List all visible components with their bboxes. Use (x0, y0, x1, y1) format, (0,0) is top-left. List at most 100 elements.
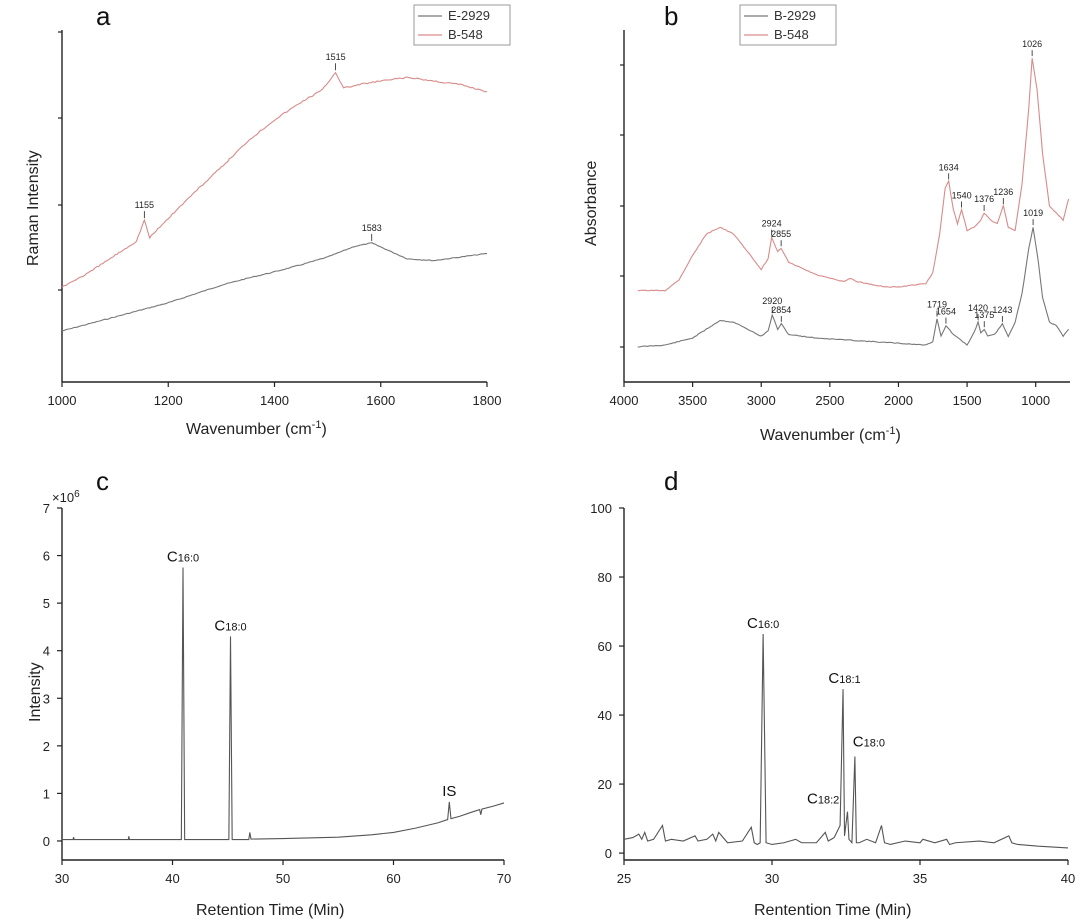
peak-label-sub: 18:2 (818, 795, 839, 807)
x-tick-label: 35 (913, 871, 927, 886)
panel-d-series (623, 633, 1069, 849)
x-tick-label: 1400 (260, 393, 289, 408)
x-tick-label: 1000 (1021, 393, 1050, 408)
annotation-label: 1155 (135, 200, 154, 210)
y-tick-label: 40 (598, 708, 612, 723)
panel-a-x-label-end: ) (321, 421, 326, 438)
series-line-B-548 (61, 71, 488, 288)
annotation-label: 1236 (993, 187, 1013, 197)
y-tick-label: 0 (605, 846, 612, 861)
panel-b-series (637, 58, 1070, 348)
panel-c-x-label: Retention Time (Min) (196, 902, 345, 919)
panel-b-x-label-main: Wavenumber (cm (760, 427, 886, 444)
series-line-B-2929 (637, 227, 1070, 348)
peak-label: IS (442, 783, 456, 800)
panel-d-y-ticks: 0 20 40 60 80 100 (590, 501, 624, 861)
annotation-label: 1654 (936, 307, 956, 317)
panel-b-x-label-sup: -1 (886, 425, 896, 437)
panel-c-scale-main: ×10 (52, 490, 74, 505)
y-tick-label: 60 (598, 639, 612, 654)
annotation-label: 1583 (362, 223, 382, 233)
panel-d-label: d (664, 466, 678, 496)
peak-label-main: C (747, 615, 758, 632)
panel-a-label: a (96, 1, 111, 31)
panel-a-x-ticks: 1000 1200 1400 1600 1800 (48, 382, 502, 408)
x-tick-label: 1800 (473, 393, 502, 408)
y-tick-label: 3 (43, 691, 50, 706)
panel-a-legend-item-1: B-548 (448, 27, 483, 42)
panel-c-x-ticks: 30 40 50 60 70 (55, 860, 511, 886)
peak-label-sub: 18:1 (839, 674, 860, 686)
panel-d-x-ticks: 25 30 35 40 (617, 860, 1075, 886)
panel-b-label: b (664, 1, 678, 31)
panel-d-x-label: Rentention Time (Min) (754, 902, 911, 919)
peak-label-main: C (214, 617, 225, 634)
x-tick-label: 40 (1061, 871, 1075, 886)
panel-c-y-ticks: 0 1 2 3 4 5 6 7 (43, 501, 62, 849)
panel-b-x-ticks: 4000 3500 3000 2500 2000 1500 1000 (610, 382, 1050, 408)
annotation-label: 1540 (952, 191, 972, 201)
peak-label: C18:0 (853, 733, 885, 750)
panel-b: b 4000 3500 3000 2500 2000 1500 1000 Wavenumbe… (583, 1, 1070, 444)
panel-c-scale-sup: 6 (74, 489, 80, 500)
panel-c-y-label: Intensity (27, 662, 44, 722)
y-tick-label: 80 (598, 570, 612, 585)
annotation-label: 1515 (326, 52, 346, 62)
panel-b-y-label: Absorbance (583, 161, 600, 246)
panel-c-scale-label: ×106 (52, 489, 80, 505)
panel-b-legend-item-0: B-2929 (774, 8, 816, 23)
y-tick-label: 4 (43, 644, 50, 659)
annotation-label: 1243 (992, 305, 1012, 315)
annotation-label: 1375 (974, 310, 994, 320)
x-tick-label: 60 (386, 871, 400, 886)
x-tick-label: 25 (617, 871, 631, 886)
x-tick-label: 70 (497, 871, 511, 886)
panel-b-x-label-end: ) (895, 427, 900, 444)
panel-b-legend: B-2929 B-548 (739, 4, 837, 46)
x-tick-label: 30 (765, 871, 779, 886)
panel-c-series (62, 567, 505, 841)
panel-b-x-label: Wavenumber (cm-1) (760, 425, 901, 444)
peak-label-main: C (807, 791, 818, 808)
y-tick-label: 5 (43, 596, 50, 611)
peak-label: C18:2 (807, 791, 839, 808)
annotation-label: 1019 (1023, 208, 1043, 218)
y-tick-label: 6 (43, 549, 50, 564)
panel-d: d 0 20 40 60 80 100 25 30 35 40 Rentention Time … (590, 466, 1075, 919)
panel-c-label: c (96, 466, 109, 496)
annotation-label: 1026 (1022, 39, 1042, 49)
series-line-chromatogram (623, 633, 1069, 849)
peak-label-main: C (167, 548, 178, 565)
panel-a-x-label-main: Wavenumber (cm (186, 421, 312, 438)
annotation-label: 1634 (939, 162, 959, 172)
annotation-label: 2855 (771, 229, 791, 239)
y-tick-label: 100 (590, 501, 612, 516)
x-tick-label: 3000 (747, 393, 776, 408)
annotation-label: 2924 (762, 219, 782, 229)
panel-b-legend-box (739, 4, 837, 46)
annotation-label: 2920 (762, 296, 782, 306)
peak-label-main: C (828, 670, 839, 687)
panel-a-legend-item-0: E-2929 (448, 8, 490, 23)
panel-a-legend-box (413, 4, 511, 46)
panel-a-x-label: Wavenumber (cm-1) (186, 419, 327, 438)
y-tick-label: 1 (43, 786, 50, 801)
panel-a: a 1000 1200 1400 1600 1800 Wavenumber (cm-1)… (25, 1, 511, 438)
x-tick-label: 4000 (610, 393, 639, 408)
x-tick-label: 2000 (884, 393, 913, 408)
x-tick-label: 1200 (154, 393, 183, 408)
peak-label-sub: 16:0 (178, 552, 199, 564)
panel-b-legend-item-1: B-548 (774, 27, 809, 42)
annotation-label: 1376 (974, 194, 994, 204)
x-tick-label: 3500 (678, 393, 707, 408)
peak-label-sub: 18:0 (225, 621, 246, 633)
x-tick-label: 40 (165, 871, 179, 886)
annotation-label: 1420 (968, 303, 988, 313)
peak-label-sub: 16:0 (758, 619, 779, 631)
panel-a-x-label-sup: -1 (312, 419, 322, 431)
